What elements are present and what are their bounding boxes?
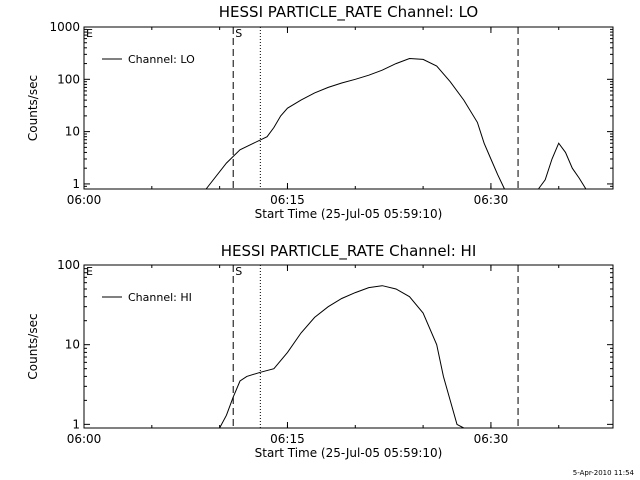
y-axis-label: Counts/sec	[26, 75, 40, 141]
y-tick-label: 100	[57, 72, 80, 86]
legend-label: Channel: LO	[128, 53, 195, 66]
x-axis-label: Start Time (25-Jul-05 05:59:10)	[255, 207, 443, 221]
legend-label: Channel: HI	[128, 291, 192, 304]
marker-label: E	[86, 27, 93, 40]
marker-label: E	[86, 265, 93, 278]
y-axis-label: Counts/sec	[26, 313, 40, 379]
marker-label: S	[235, 265, 242, 278]
marker-label: S	[235, 27, 242, 40]
x-tick-label: 06:30	[474, 193, 509, 207]
x-tick-label: 06:15	[270, 432, 305, 446]
chart-title: HESSI PARTICLE_RATE Channel: HI	[221, 242, 477, 261]
x-axis-label: Start Time (25-Jul-05 05:59:10)	[255, 446, 443, 460]
plot-frame	[83, 26, 614, 190]
y-tick-label: 10	[65, 125, 80, 139]
series-line	[219, 285, 465, 429]
series-line	[205, 57, 505, 190]
x-tick-label: 06:00	[67, 432, 102, 446]
y-tick-label: 100	[57, 258, 80, 272]
plot-frame	[83, 264, 614, 429]
y-tick-label: 1	[72, 417, 80, 431]
y-tick-label: 1	[72, 177, 80, 191]
series-line	[537, 142, 587, 190]
footer-timestamp: 5-Apr-2010 11:54	[572, 469, 634, 477]
y-tick-label: 1000	[49, 20, 80, 34]
x-tick-label: 06:00	[67, 193, 102, 207]
chart-title: HESSI PARTICLE_RATE Channel: LO	[219, 3, 478, 22]
x-tick-label: 06:30	[474, 432, 509, 446]
x-tick-label: 06:15	[270, 193, 305, 207]
y-tick-label: 10	[65, 338, 80, 352]
